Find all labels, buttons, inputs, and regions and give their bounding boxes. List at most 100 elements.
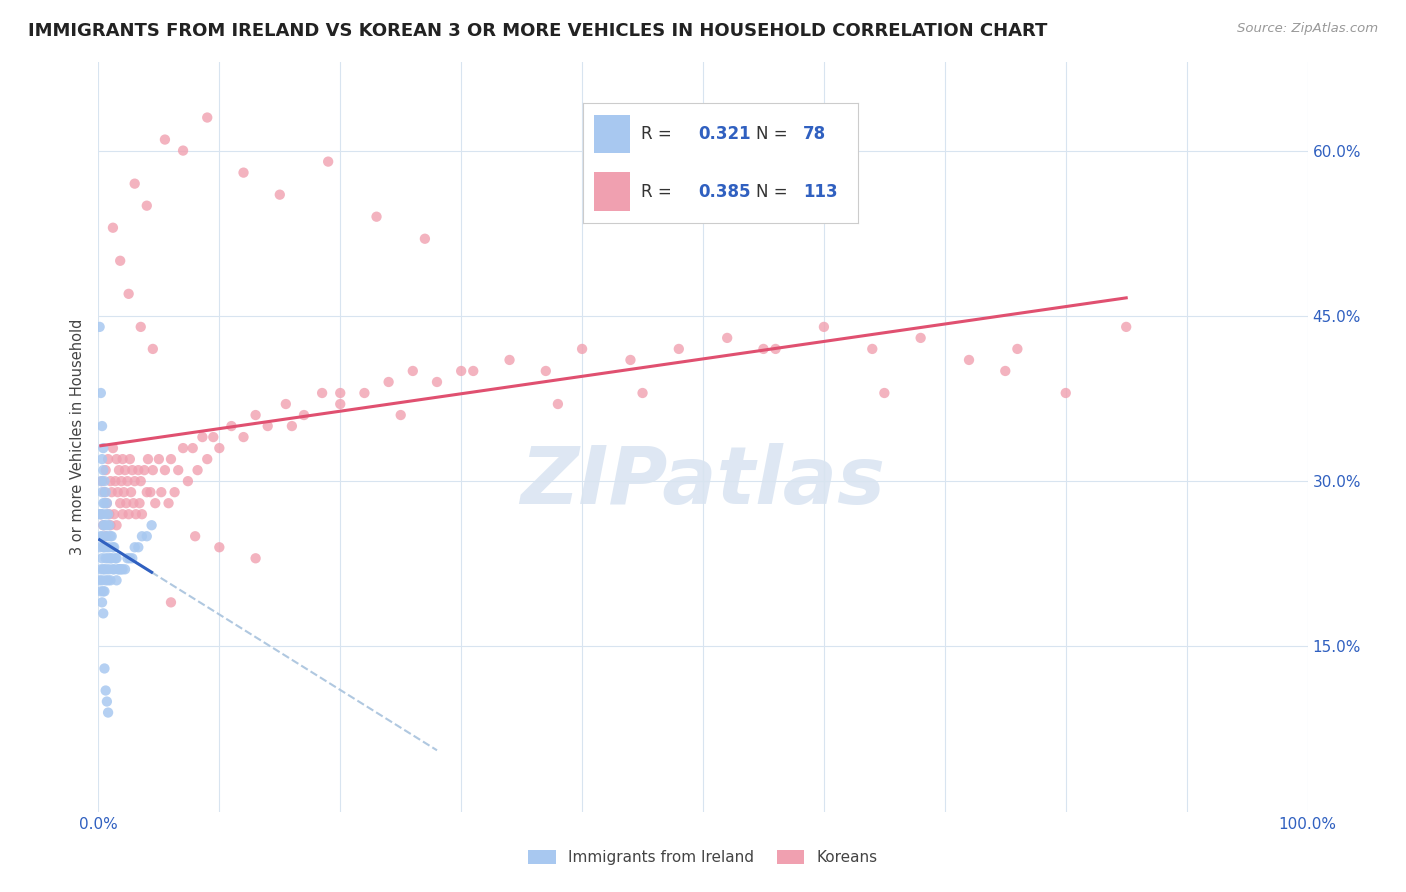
Point (94, 485, 117, 500)
Point (142, 342, 165, 356)
Point (187, 463, 209, 477)
Point (111, 452, 134, 467)
Text: 78: 78 (803, 125, 825, 143)
Text: Source: ZipAtlas.com: Source: ZipAtlas.com (1237, 22, 1378, 36)
Text: IMMIGRANTS FROM IRELAND VS KOREAN 3 OR MORE VEHICLES IN HOUSEHOLD CORRELATION CH: IMMIGRANTS FROM IRELAND VS KOREAN 3 OR M… (28, 22, 1047, 40)
Point (105, 518, 128, 533)
Point (329, 386, 352, 401)
Point (366, 210, 388, 224)
Point (127, 463, 149, 477)
Point (112, 485, 135, 500)
Point (163, 485, 186, 500)
Point (135, 485, 157, 500)
Text: R =: R = (641, 125, 678, 143)
Point (91, 518, 114, 533)
Point (148, 452, 170, 467)
Point (108, 496, 131, 510)
Point (96, 562, 118, 576)
Point (208, 441, 231, 455)
Point (90, 584, 112, 599)
Point (117, 551, 139, 566)
Point (353, 386, 375, 401)
Point (117, 474, 139, 488)
Point (143, 496, 166, 510)
Point (765, 342, 787, 356)
Point (94, 463, 117, 477)
Point (716, 331, 738, 345)
Point (127, 541, 149, 555)
Point (122, 496, 145, 510)
Point (426, 375, 449, 389)
Point (100, 485, 122, 500)
Point (91, 562, 114, 576)
Point (957, 353, 980, 368)
Point (121, 551, 143, 566)
Point (547, 397, 569, 411)
Point (181, 441, 204, 455)
Point (134, 463, 156, 477)
Point (108, 253, 131, 268)
Point (100, 474, 122, 488)
Point (125, 507, 148, 521)
Point (91, 584, 114, 599)
Point (329, 397, 352, 411)
Point (91, 574, 114, 588)
Point (101, 220, 124, 235)
Point (93, 584, 115, 599)
Point (91, 463, 114, 477)
Point (245, 408, 267, 422)
Point (91, 441, 114, 455)
Point (191, 430, 214, 444)
Point (118, 551, 141, 566)
Point (98, 518, 121, 533)
Point (910, 331, 932, 345)
Point (104, 551, 127, 566)
Point (90, 507, 112, 521)
Point (115, 496, 138, 510)
Point (1054, 386, 1077, 401)
Point (97, 529, 120, 543)
Point (103, 562, 125, 576)
Point (105, 574, 128, 588)
Point (98, 507, 121, 521)
Point (377, 375, 399, 389)
Point (91, 595, 114, 609)
Point (108, 562, 131, 576)
Point (100, 551, 122, 566)
Point (177, 474, 200, 488)
Point (93, 496, 115, 510)
Point (269, 187, 291, 202)
Point (111, 562, 134, 576)
Point (141, 518, 163, 533)
Point (100, 551, 122, 566)
Point (91, 496, 114, 510)
Point (96, 518, 118, 533)
Point (111, 507, 134, 521)
Point (89, 507, 111, 521)
Point (104, 474, 127, 488)
Point (94, 683, 117, 698)
Point (150, 485, 173, 500)
Point (860, 342, 883, 356)
Point (232, 166, 254, 180)
Point (131, 529, 153, 543)
Point (94, 529, 117, 543)
Point (110, 562, 132, 576)
Point (96, 496, 118, 510)
Point (93, 661, 115, 675)
Point (202, 430, 225, 444)
Point (94, 551, 117, 566)
Point (124, 541, 146, 555)
Point (98, 562, 121, 576)
Point (100, 529, 122, 543)
Point (498, 353, 520, 368)
Point (97, 574, 120, 588)
Point (94, 507, 117, 521)
Point (93, 485, 115, 500)
Point (97, 706, 120, 720)
Point (316, 154, 339, 169)
Text: ZIPatlas: ZIPatlas (520, 443, 886, 521)
Point (668, 342, 690, 356)
Point (89, 574, 111, 588)
Point (160, 595, 183, 609)
